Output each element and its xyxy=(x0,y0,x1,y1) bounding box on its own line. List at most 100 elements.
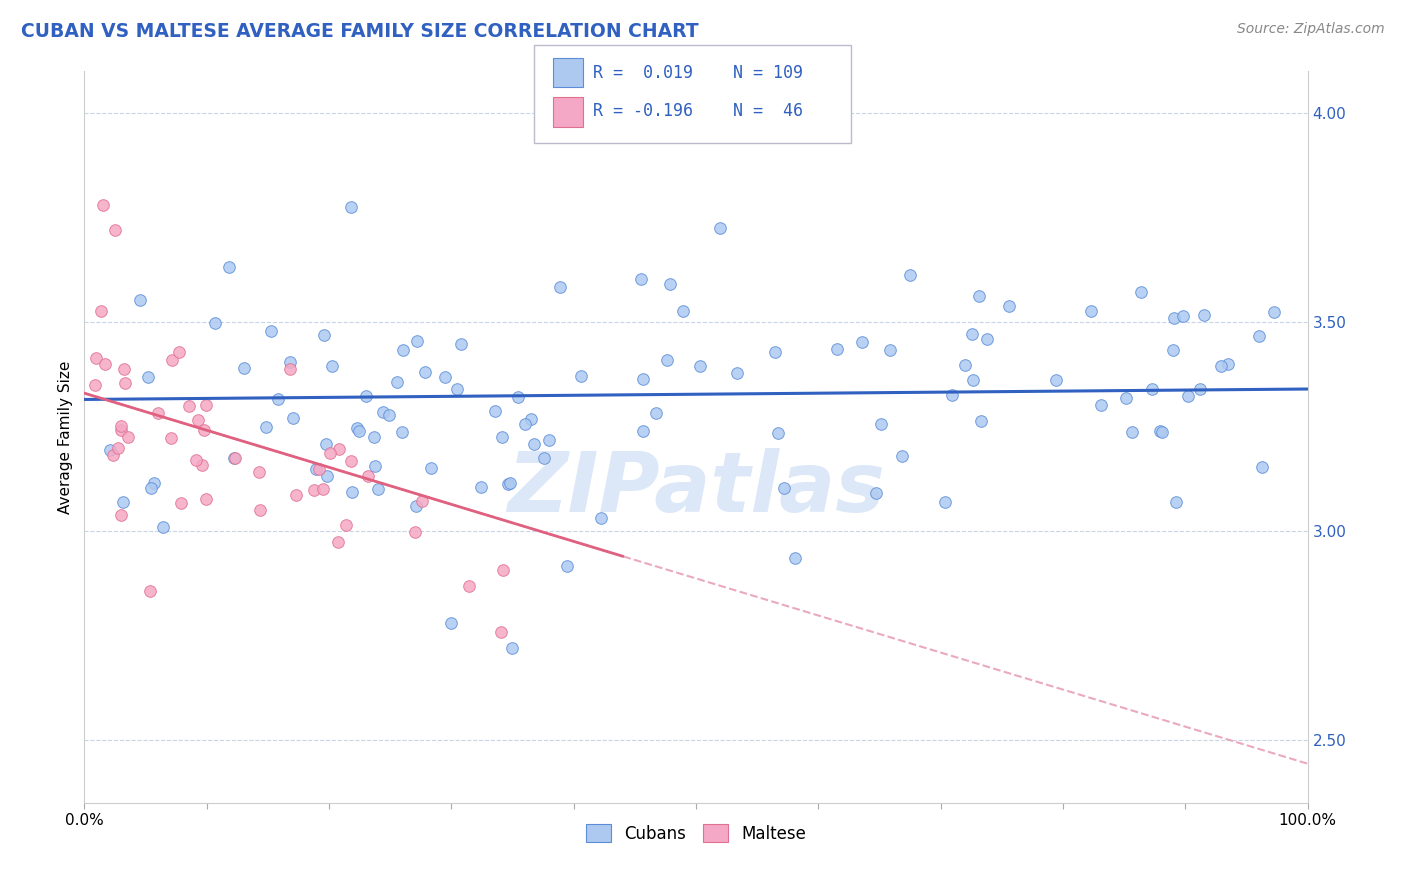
Point xyxy=(404,525,426,540)
Point xyxy=(378,408,401,422)
Point xyxy=(419,461,441,475)
Text: Source: ZipAtlas.com: Source: ZipAtlas.com xyxy=(1237,22,1385,37)
Point xyxy=(1121,425,1143,439)
Text: ZIPatlas: ZIPatlas xyxy=(508,448,884,529)
Point xyxy=(898,268,921,282)
Point xyxy=(285,488,308,502)
Point xyxy=(523,437,546,451)
Point xyxy=(138,583,160,598)
Text: R = -0.196    N =  46: R = -0.196 N = 46 xyxy=(593,103,803,120)
Point xyxy=(107,441,129,455)
Point xyxy=(267,392,290,407)
Point xyxy=(136,370,159,384)
Point xyxy=(319,446,342,460)
Point xyxy=(1163,310,1185,325)
Point xyxy=(970,414,993,428)
Point xyxy=(110,508,132,523)
Point xyxy=(249,503,271,517)
Point xyxy=(354,388,377,402)
Point xyxy=(117,430,139,444)
Point xyxy=(84,378,107,392)
Point xyxy=(631,372,654,386)
Point xyxy=(555,558,578,573)
Point xyxy=(304,483,326,497)
Point xyxy=(1216,357,1239,371)
Point xyxy=(110,419,132,434)
Point xyxy=(170,496,193,510)
Point xyxy=(391,425,413,440)
Point xyxy=(90,304,112,318)
Point xyxy=(321,359,343,374)
Point xyxy=(312,483,335,497)
Point xyxy=(727,366,749,380)
Point xyxy=(499,475,522,490)
Point xyxy=(890,450,912,464)
Text: R =  0.019    N = 109: R = 0.019 N = 109 xyxy=(593,64,803,82)
Point xyxy=(962,373,984,387)
Point xyxy=(655,352,678,367)
Point xyxy=(496,476,519,491)
Point xyxy=(256,419,278,434)
Point xyxy=(446,382,468,396)
Point xyxy=(328,442,350,456)
Point xyxy=(405,500,427,514)
Point xyxy=(1189,383,1212,397)
Point xyxy=(177,400,200,414)
Point xyxy=(689,359,711,373)
Point xyxy=(195,398,218,412)
Point xyxy=(1140,382,1163,396)
Point xyxy=(1247,329,1270,343)
Point xyxy=(631,424,654,438)
Point xyxy=(458,579,481,593)
Point xyxy=(191,458,214,473)
Point xyxy=(129,293,152,307)
Point xyxy=(152,520,174,534)
Point xyxy=(218,260,240,274)
Point xyxy=(367,482,389,496)
Point xyxy=(142,475,165,490)
Point xyxy=(247,465,270,479)
Point xyxy=(278,361,301,376)
Point xyxy=(411,494,433,508)
Point xyxy=(644,406,666,420)
Point xyxy=(112,495,135,509)
Point xyxy=(976,332,998,346)
Point xyxy=(84,351,107,365)
Point xyxy=(851,334,873,349)
Point xyxy=(709,221,731,235)
Point xyxy=(1080,303,1102,318)
Point xyxy=(101,448,124,462)
Point xyxy=(169,345,191,359)
Point xyxy=(434,370,457,384)
Point xyxy=(308,462,330,476)
Point xyxy=(139,481,162,495)
Point xyxy=(1194,308,1216,322)
Point xyxy=(484,404,506,418)
Point xyxy=(110,423,132,437)
Point xyxy=(491,430,513,444)
Point xyxy=(538,433,561,447)
Point xyxy=(658,277,681,291)
Point xyxy=(785,550,807,565)
Point xyxy=(112,362,135,376)
Point xyxy=(967,289,990,303)
Point xyxy=(960,326,983,341)
Point xyxy=(98,443,121,458)
Point xyxy=(373,405,395,419)
Point xyxy=(346,421,368,435)
Point xyxy=(392,343,415,357)
Point xyxy=(184,452,207,467)
Point xyxy=(340,201,363,215)
Point xyxy=(569,368,592,383)
Point xyxy=(515,417,537,431)
Point xyxy=(450,337,472,351)
Point xyxy=(160,431,183,445)
Point xyxy=(763,345,786,359)
Point xyxy=(193,423,215,437)
Point xyxy=(879,343,901,357)
Point xyxy=(114,376,136,391)
Point xyxy=(998,299,1021,313)
Point xyxy=(766,426,789,441)
Y-axis label: Average Family Size: Average Family Size xyxy=(58,360,73,514)
Point xyxy=(315,437,337,451)
